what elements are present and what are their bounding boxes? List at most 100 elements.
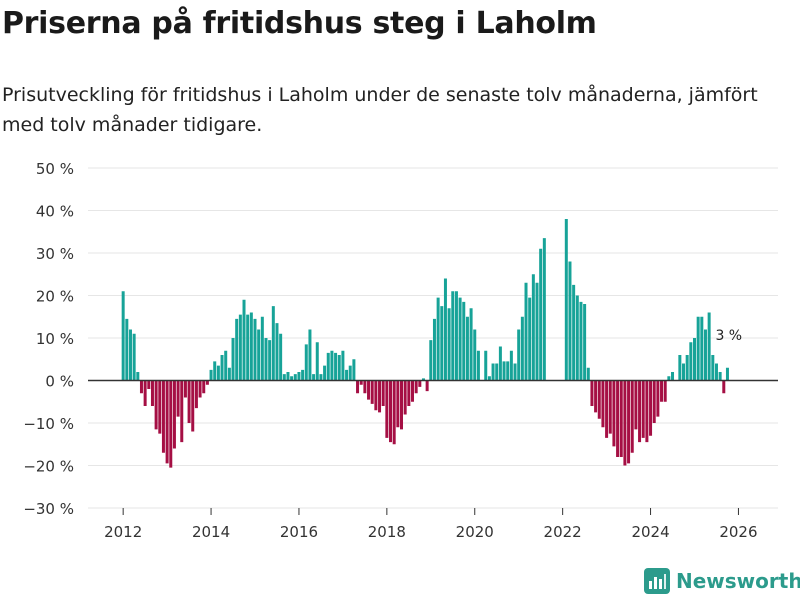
bar [334,352,338,381]
bar [703,329,707,381]
bar [407,380,411,406]
bar [678,355,682,381]
bar [290,376,294,381]
bar [128,329,132,381]
bar [132,333,136,381]
bar [473,329,477,381]
y-tick-label: 40 % [36,203,74,221]
bar [158,380,162,434]
bar [297,372,301,381]
bar [213,361,217,381]
x-tick-label: 2012 [104,523,142,541]
bar [286,372,290,381]
bar [169,380,173,468]
last-value-label: 3 % [715,328,742,344]
bar [535,282,539,381]
axes: −30 % −20 % −10 % 0 % 10 % 20 % 30 % 40 % 50 % 20… [23,160,778,541]
bar [583,304,587,381]
bar [487,376,491,381]
bar [627,380,631,464]
newsworthy-logo: Newsworthy [644,568,800,594]
bar [308,329,312,381]
y-tick-label: −30 % [23,500,74,518]
bar [542,238,546,381]
bar [458,297,462,381]
bar [330,350,334,381]
bar [714,363,718,381]
bar [224,350,228,381]
bar [520,316,524,381]
bar [147,380,151,389]
x-tick-label: 2014 [192,523,230,541]
bar [700,316,704,381]
bar [451,291,455,381]
x-tick-label: 2018 [368,523,406,541]
bar [454,291,458,381]
bar [564,219,568,381]
bar [645,380,649,443]
bar [725,367,729,381]
bar [722,380,726,394]
bar [268,340,272,381]
bar [385,380,389,438]
y-tick-label: −20 % [23,458,74,476]
bar [359,380,363,385]
chart-title: Priserna på fritidshus steg i Laholm [2,6,597,41]
bar [253,318,257,381]
bar [227,367,231,381]
bar [693,338,696,381]
bar [293,374,297,381]
bar [711,355,715,381]
bar [718,372,722,381]
bar [194,380,198,409]
bar [345,369,349,381]
bar [568,261,572,381]
bar [590,380,594,406]
bar [689,342,693,381]
bar [707,312,711,381]
bar [348,365,352,381]
bar [392,380,396,445]
bar [125,318,129,381]
bar [165,380,169,464]
bar [319,374,323,381]
bar [389,380,393,443]
bar [312,374,316,381]
bar [139,380,143,394]
bar [220,355,224,381]
bar [187,380,191,423]
gridlines [88,167,778,509]
bar [176,380,180,417]
bar [381,380,385,406]
x-tick-label: 2016 [280,523,318,541]
bar [154,380,158,430]
bar [231,338,235,381]
bar [616,380,620,457]
bar [484,350,488,381]
bar [528,297,532,381]
bar [572,284,576,381]
bar [638,380,642,443]
x-tick-label: 2024 [631,523,669,541]
bar [301,369,305,381]
bar-chart: −30 % −20 % −10 % 0 % 10 % 20 % 30 % 40 % 50 % 20… [23,160,778,541]
bar [579,301,583,381]
bar [586,367,590,381]
bar [652,380,656,423]
x-tick-label: 2020 [456,523,494,541]
bar [249,312,253,381]
bar [260,316,264,381]
bar [396,380,400,428]
bar [682,363,686,381]
newsworthy-icon [644,568,670,594]
bar [363,380,367,394]
x-tick-label: 2022 [544,523,582,541]
bar [235,318,239,381]
bar [491,363,495,381]
bar [136,372,140,381]
bar [282,374,286,381]
bar [341,350,345,381]
bar [440,306,444,381]
bar [509,350,513,381]
bar [367,380,371,400]
